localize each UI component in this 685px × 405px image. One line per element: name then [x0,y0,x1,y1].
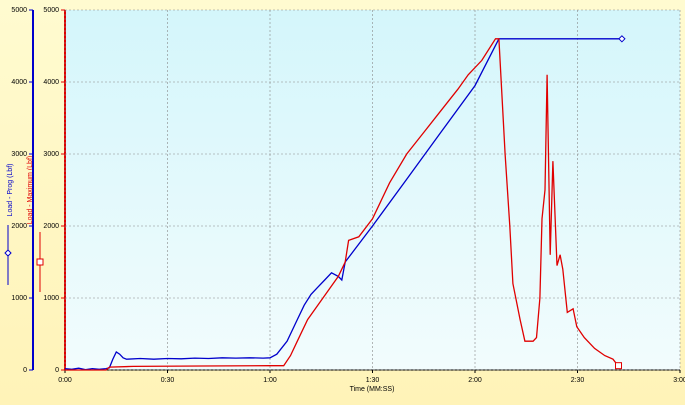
y-tick-label: 3000 [11,151,27,158]
x-tick-label: 2:00 [468,377,482,384]
y2-tick-label: 3000 [43,151,59,158]
x-tick-label: 3:00 [673,377,685,384]
x-tick-label: 1:30 [366,377,380,384]
y2-tick-label: 1000 [43,295,59,302]
legend-marker [4,249,12,257]
legend-marker [36,258,44,266]
y-tick-label: 0 [23,367,27,374]
x-tick-label: 1:00 [263,377,277,384]
y2-axis-title: Load - Maximum (Lbf) [27,156,34,224]
y-tick-label: 4000 [11,79,27,86]
y2-tick-label: 5000 [43,7,59,14]
end-marker [618,35,626,43]
y-tick-label: 1000 [11,295,27,302]
x-tick-label: 0:00 [58,377,72,384]
x-axis-title: Time (MM:SS) [350,386,395,393]
y2-tick-label: 2000 [43,223,59,230]
x-tick-label: 0:30 [161,377,175,384]
y-tick-label: 5000 [11,7,27,14]
series-line [65,38,619,371]
y-tick-label: 2000 [11,223,27,230]
x-tick-label: 2:30 [571,377,585,384]
y2-tick-label: 0 [55,367,59,374]
end-marker [615,362,622,370]
y2-tick-label: 4000 [43,79,59,86]
y-axis-title: Load - Prog (Lbf) [7,164,14,217]
